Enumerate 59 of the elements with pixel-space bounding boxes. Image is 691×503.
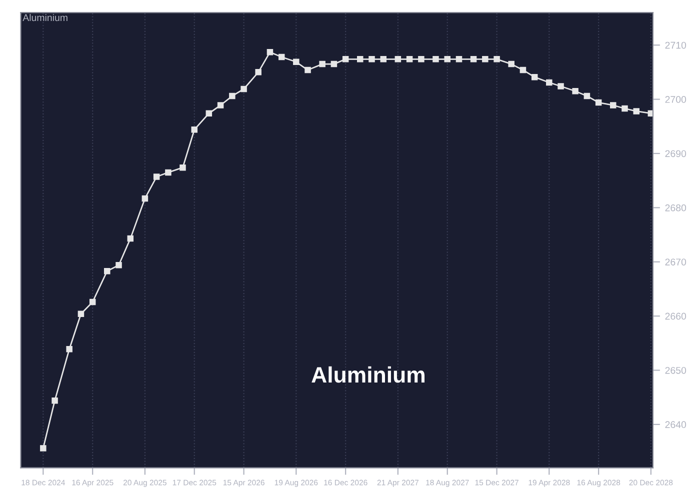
point bbox=[229, 92, 236, 100]
point bbox=[394, 56, 402, 62]
point bbox=[546, 79, 552, 86]
point bbox=[66, 346, 72, 352]
point bbox=[240, 86, 247, 92]
point bbox=[266, 49, 274, 56]
point bbox=[610, 102, 616, 108]
point bbox=[330, 60, 338, 68]
point bbox=[456, 56, 462, 62]
point bbox=[633, 108, 640, 114]
point bbox=[444, 56, 450, 62]
chart-title: Aluminium bbox=[22, 14, 68, 22]
point bbox=[558, 83, 564, 90]
y-tick-label: 2710 bbox=[665, 42, 686, 49]
point bbox=[622, 105, 628, 112]
y-tick-label: 2680 bbox=[665, 204, 686, 212]
point bbox=[368, 56, 375, 62]
point bbox=[293, 58, 300, 66]
point bbox=[127, 235, 134, 242]
annotation: Aluminium bbox=[312, 366, 425, 383]
point bbox=[595, 99, 602, 106]
point bbox=[520, 66, 526, 74]
point bbox=[142, 195, 148, 202]
point bbox=[357, 56, 364, 62]
point bbox=[255, 69, 262, 76]
point bbox=[418, 56, 424, 62]
point bbox=[342, 56, 349, 62]
point bbox=[165, 169, 172, 176]
point bbox=[40, 445, 46, 452]
y-tick-label: 2650 bbox=[665, 366, 686, 374]
point bbox=[104, 268, 110, 274]
point bbox=[304, 66, 311, 74]
point bbox=[52, 397, 58, 404]
point bbox=[470, 56, 477, 62]
point bbox=[432, 56, 439, 62]
point bbox=[572, 88, 578, 94]
y-tick-label: 2700 bbox=[665, 96, 686, 103]
point bbox=[531, 74, 538, 80]
y-tick-label: 2660 bbox=[665, 312, 686, 320]
point bbox=[319, 60, 326, 68]
point bbox=[191, 126, 198, 133]
point bbox=[648, 110, 653, 116]
point bbox=[206, 110, 212, 116]
point bbox=[217, 102, 224, 108]
point bbox=[78, 310, 84, 318]
point bbox=[406, 56, 413, 62]
y-tick-label: 2640 bbox=[665, 421, 686, 428]
point bbox=[508, 60, 514, 68]
point bbox=[482, 56, 488, 62]
point bbox=[584, 92, 590, 100]
point bbox=[116, 262, 122, 268]
y-tick-label: 2670 bbox=[665, 258, 686, 266]
point bbox=[494, 56, 500, 62]
y-tick-label: 2690 bbox=[665, 150, 686, 158]
point bbox=[153, 174, 160, 180]
point bbox=[380, 56, 387, 62]
point bbox=[89, 298, 96, 306]
point bbox=[180, 164, 186, 171]
point bbox=[278, 54, 285, 60]
